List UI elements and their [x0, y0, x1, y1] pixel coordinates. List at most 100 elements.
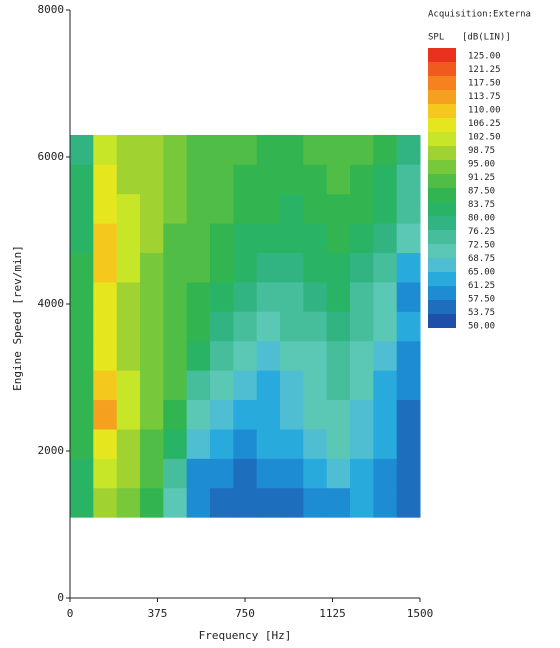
heat-cell: [256, 340, 281, 371]
heat-cell: [210, 134, 234, 165]
heat-cell: [396, 223, 421, 254]
heat-cell: [140, 487, 164, 518]
heat-cell: [373, 399, 398, 430]
heat-cell: [326, 458, 351, 489]
heat-cell: [256, 164, 281, 195]
heat-cell: [140, 428, 164, 459]
heat-cell: [396, 252, 421, 283]
heat-cell: [350, 281, 374, 312]
heat-cell: [280, 370, 304, 401]
heat-cell: [70, 193, 94, 224]
heat-cell: [93, 252, 118, 283]
legend-swatch: [428, 300, 456, 314]
heat-cell: [70, 458, 94, 489]
heat-cell: [373, 340, 398, 371]
heat-cell: [256, 252, 281, 283]
heat-cell: [256, 134, 281, 165]
heat-cell: [93, 311, 118, 342]
heat-cell: [396, 193, 421, 224]
heat-cell: [303, 487, 328, 518]
heat-cell: [186, 252, 211, 283]
heat-cell: [140, 223, 164, 254]
heat-cell: [70, 311, 94, 342]
heat-cell: [116, 223, 141, 254]
heat-cell: [116, 399, 141, 430]
heat-cell: [116, 487, 141, 518]
legend-label: 125.00: [468, 52, 501, 62]
heat-cell: [256, 487, 281, 518]
heat-cell: [163, 281, 188, 312]
heat-cell: [116, 193, 141, 224]
heat-cell: [210, 281, 234, 312]
heat-cell: [140, 134, 164, 165]
x-axis-label: Frequency [Hz]: [199, 629, 292, 642]
heat-cell: [373, 134, 398, 165]
heat-cell: [396, 458, 421, 489]
heat-cell: [256, 370, 281, 401]
heat-cell: [70, 223, 94, 254]
heat-cell: [396, 311, 421, 342]
legend-label: 102.50: [468, 133, 501, 143]
y-tick-label: 8000: [38, 3, 65, 16]
heat-cell: [326, 340, 351, 371]
heat-cell: [93, 370, 118, 401]
heat-cell: [93, 134, 118, 165]
heat-cell: [373, 164, 398, 195]
heat-cell: [280, 428, 304, 459]
legend-label: 98.75: [468, 146, 495, 156]
legend-swatch: [428, 188, 456, 202]
heat-cell: [140, 164, 164, 195]
heat-cell: [233, 164, 258, 195]
heat-cell: [186, 134, 211, 165]
legend-swatch: [428, 48, 456, 62]
heat-cell: [326, 134, 351, 165]
heat-cell: [350, 164, 374, 195]
heat-cell: [256, 281, 281, 312]
heat-cell: [186, 428, 211, 459]
heat-cell: [373, 223, 398, 254]
heat-cell: [116, 281, 141, 312]
y-tick-label: 4000: [38, 297, 65, 310]
legend-swatch: [428, 62, 456, 76]
heat-cell: [186, 370, 211, 401]
heat-cell: [396, 399, 421, 430]
heat-cell: [326, 193, 351, 224]
heat-cell: [350, 311, 374, 342]
legend-swatch: [428, 272, 456, 286]
heat-cell: [280, 458, 304, 489]
heat-cell: [163, 223, 188, 254]
heat-cell: [303, 281, 328, 312]
heat-cell: [233, 193, 258, 224]
legend-swatch: [428, 160, 456, 174]
heat-cell: [303, 164, 328, 195]
heat-cell: [303, 399, 328, 430]
legend-label: 57.50: [468, 295, 495, 305]
heat-cell: [326, 428, 351, 459]
legend-label: 68.75: [468, 254, 495, 264]
heat-cell: [210, 428, 234, 459]
heat-cell: [350, 193, 374, 224]
chart-title: Acquisition:Externa: [428, 10, 531, 20]
heat-cell: [233, 399, 258, 430]
legend-swatch: [428, 216, 456, 230]
heat-cell: [186, 399, 211, 430]
heat-cell: [233, 311, 258, 342]
heat-cell: [70, 399, 94, 430]
legend-label: 87.50: [468, 187, 495, 197]
heat-cell: [326, 399, 351, 430]
legend-label: 72.50: [468, 241, 495, 251]
heat-cell: [210, 252, 234, 283]
heat-cell: [70, 164, 94, 195]
colorbar-title: SPL: [428, 33, 444, 43]
heat-cell: [303, 193, 328, 224]
x-tick-label: 0: [67, 607, 74, 620]
heat-cell: [163, 458, 188, 489]
legend-label: 95.00: [468, 160, 495, 170]
legend-swatch: [428, 104, 456, 118]
heat-cell: [373, 193, 398, 224]
legend-swatch: [428, 132, 456, 146]
heat-cell: [350, 370, 374, 401]
heat-cell: [140, 370, 164, 401]
legend-label: 106.25: [468, 119, 501, 129]
